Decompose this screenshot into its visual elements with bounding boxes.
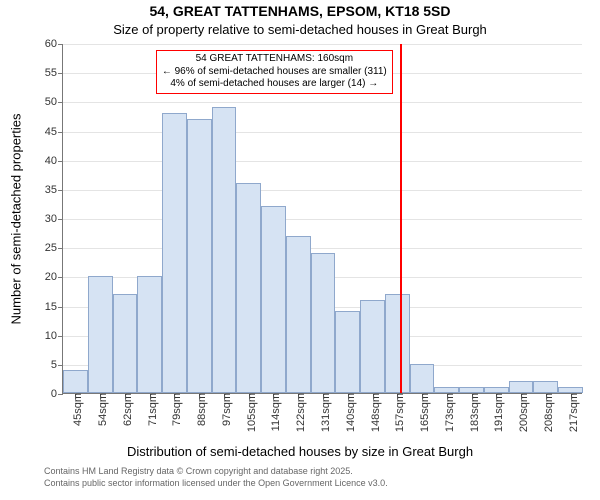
histogram-bar xyxy=(137,276,162,393)
xtick-label: 97sqm xyxy=(215,393,233,426)
gridline xyxy=(63,248,582,249)
x-axis-label: Distribution of semi-detached houses by … xyxy=(0,444,600,459)
histogram-bar xyxy=(509,381,534,393)
xtick-label: 45sqm xyxy=(66,393,84,426)
ytick-label: 45 xyxy=(45,126,63,138)
histogram-bar xyxy=(261,206,286,393)
subject-marker-line xyxy=(400,44,402,393)
ytick-label: 20 xyxy=(45,271,63,283)
annotation-box: 54 GREAT TATTENHAMS: 160sqm← 96% of semi… xyxy=(156,50,393,94)
xtick-label: 200sqm xyxy=(512,393,530,432)
xtick-label: 157sqm xyxy=(388,393,406,432)
xtick-label: 71sqm xyxy=(141,393,159,426)
histogram-bar xyxy=(286,236,311,394)
attribution-line-1: Contains HM Land Registry data © Crown c… xyxy=(44,466,388,478)
gridline xyxy=(63,102,582,103)
chart-subtitle: Size of property relative to semi-detach… xyxy=(0,22,600,37)
attribution-line-2: Contains public sector information licen… xyxy=(44,478,388,490)
ytick-label: 25 xyxy=(45,242,63,254)
ytick-label: 35 xyxy=(45,184,63,196)
histogram-bar xyxy=(187,119,212,393)
histogram-bar xyxy=(162,113,187,393)
gridline xyxy=(63,161,582,162)
histogram-chart: 54, GREAT TATTENHAMS, EPSOM, KT18 5SD Si… xyxy=(0,0,600,500)
xtick-label: 217sqm xyxy=(562,393,580,432)
ytick-label: 60 xyxy=(45,38,63,50)
xtick-label: 54sqm xyxy=(91,393,109,426)
gridline xyxy=(63,132,582,133)
annotation-line-3: 4% of semi-detached houses are larger (1… xyxy=(162,78,387,91)
xtick-label: 114sqm xyxy=(264,393,282,431)
plot-area: 05101520253035404550556045sqm54sqm62sqm7… xyxy=(62,44,582,394)
gridline xyxy=(63,44,582,45)
xtick-label: 62sqm xyxy=(116,393,134,426)
y-axis-label: Number of semi-detached properties xyxy=(9,114,24,325)
histogram-bar xyxy=(236,183,261,393)
xtick-label: 183sqm xyxy=(463,393,481,432)
histogram-bar xyxy=(533,381,558,393)
histogram-bar xyxy=(360,300,385,393)
histogram-bar xyxy=(212,107,237,393)
xtick-label: 173sqm xyxy=(438,393,456,432)
ytick-label: 15 xyxy=(45,301,63,313)
ytick-label: 40 xyxy=(45,155,63,167)
xtick-label: 165sqm xyxy=(413,393,431,432)
histogram-bar xyxy=(385,294,410,393)
histogram-bar xyxy=(63,370,88,393)
gridline xyxy=(63,190,582,191)
chart-title: 54, GREAT TATTENHAMS, EPSOM, KT18 5SD xyxy=(0,3,600,19)
xtick-label: 131sqm xyxy=(314,393,332,432)
ytick-label: 50 xyxy=(45,96,63,108)
histogram-bar xyxy=(410,364,435,393)
annotation-line-1: 54 GREAT TATTENHAMS: 160sqm xyxy=(162,53,387,66)
xtick-label: 140sqm xyxy=(339,393,357,432)
histogram-bar xyxy=(113,294,138,393)
ytick-label: 0 xyxy=(51,388,63,400)
xtick-label: 88sqm xyxy=(190,393,208,426)
xtick-label: 148sqm xyxy=(364,393,382,432)
histogram-bar xyxy=(335,311,360,393)
ytick-label: 5 xyxy=(51,359,63,371)
gridline xyxy=(63,219,582,220)
histogram-bar xyxy=(311,253,336,393)
ytick-label: 30 xyxy=(45,213,63,225)
xtick-label: 208sqm xyxy=(537,393,555,432)
attribution-text: Contains HM Land Registry data © Crown c… xyxy=(44,466,388,489)
xtick-label: 191sqm xyxy=(487,393,505,432)
xtick-label: 105sqm xyxy=(240,393,258,432)
annotation-line-2: ← 96% of semi-detached houses are smalle… xyxy=(162,66,387,79)
xtick-label: 122sqm xyxy=(289,393,307,432)
histogram-bar xyxy=(88,276,113,393)
ytick-label: 10 xyxy=(45,330,63,342)
xtick-label: 79sqm xyxy=(165,393,183,426)
ytick-label: 55 xyxy=(45,67,63,79)
